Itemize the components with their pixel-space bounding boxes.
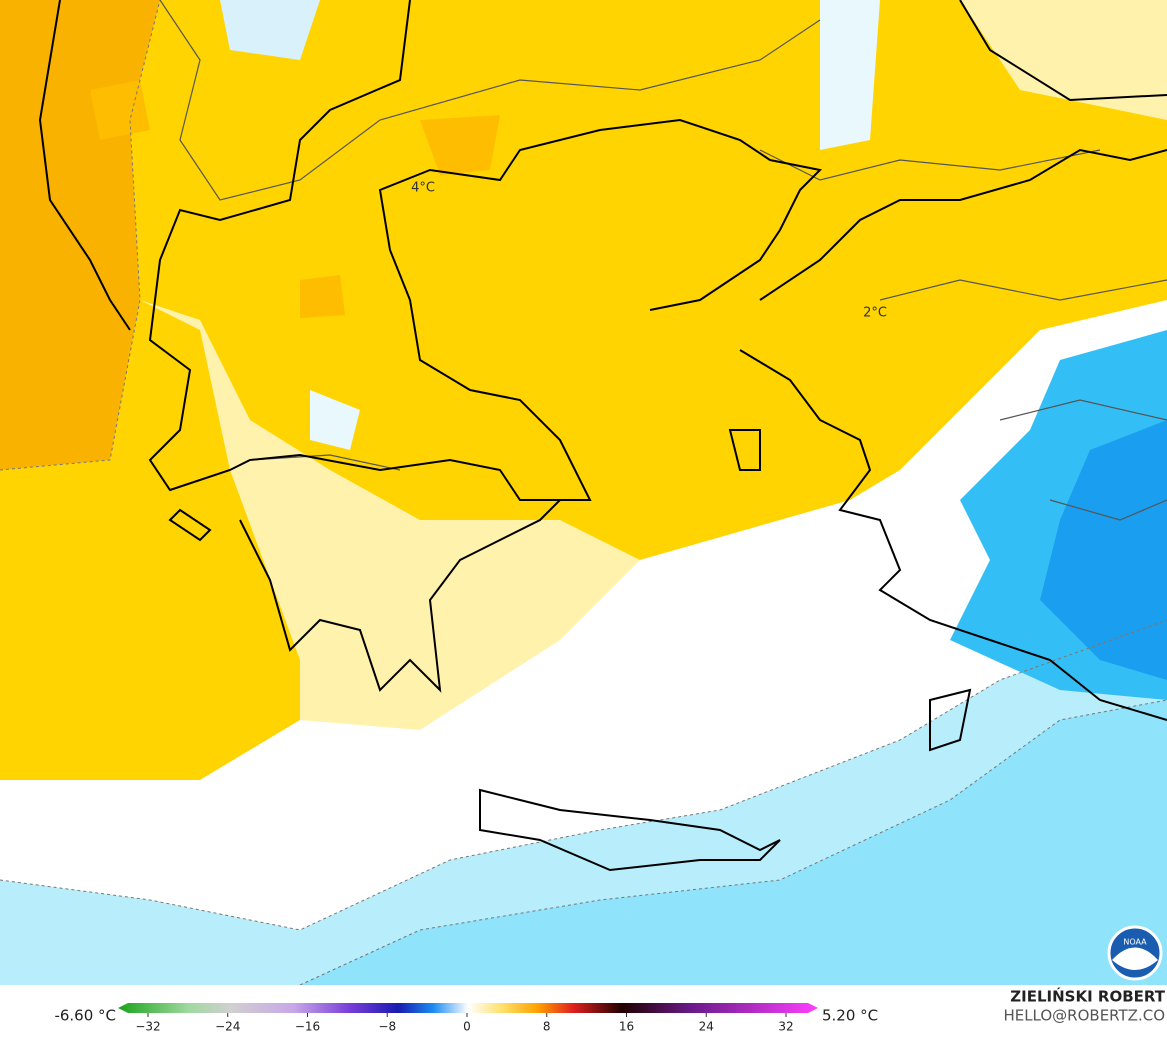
colorbar-ticks: −32 −24 −16 −8 0 8 16 24 32 <box>135 1013 794 1034</box>
colorbar <box>118 1003 818 1013</box>
colorbar-tick-label: 32 <box>778 1020 793 1034</box>
temperature-field <box>0 0 1167 985</box>
isotherms <box>0 0 1167 986</box>
logo-text: NOAA <box>1123 938 1147 947</box>
colorbar-tick-label: −32 <box>135 1020 160 1034</box>
noaa-logo: NOAA <box>1107 925 1163 981</box>
min-value: -6.60 °C <box>54 1007 116 1025</box>
colorbar-tick-label: −24 <box>215 1020 240 1034</box>
contact: HELLO@ROBERTZ.CO <box>1003 1007 1165 1025</box>
colorbar-tick-label: −16 <box>295 1020 320 1034</box>
colorbar-tick-label: 16 <box>619 1020 634 1034</box>
colorbar-tick-label: 8 <box>543 1020 551 1034</box>
max-value: 5.20 °C <box>822 1007 878 1025</box>
isotherm-label: 2°C <box>863 306 887 321</box>
coastlines <box>38 0 1167 872</box>
isotherm-label: 4°C <box>411 181 435 196</box>
colorbar-tick-label: −8 <box>378 1020 396 1034</box>
author: ZIELIŃSKI ROBERT <box>1010 987 1165 1006</box>
colorbar-tick-label: 24 <box>699 1020 714 1034</box>
colorbar-tick-label: 0 <box>463 1020 471 1034</box>
